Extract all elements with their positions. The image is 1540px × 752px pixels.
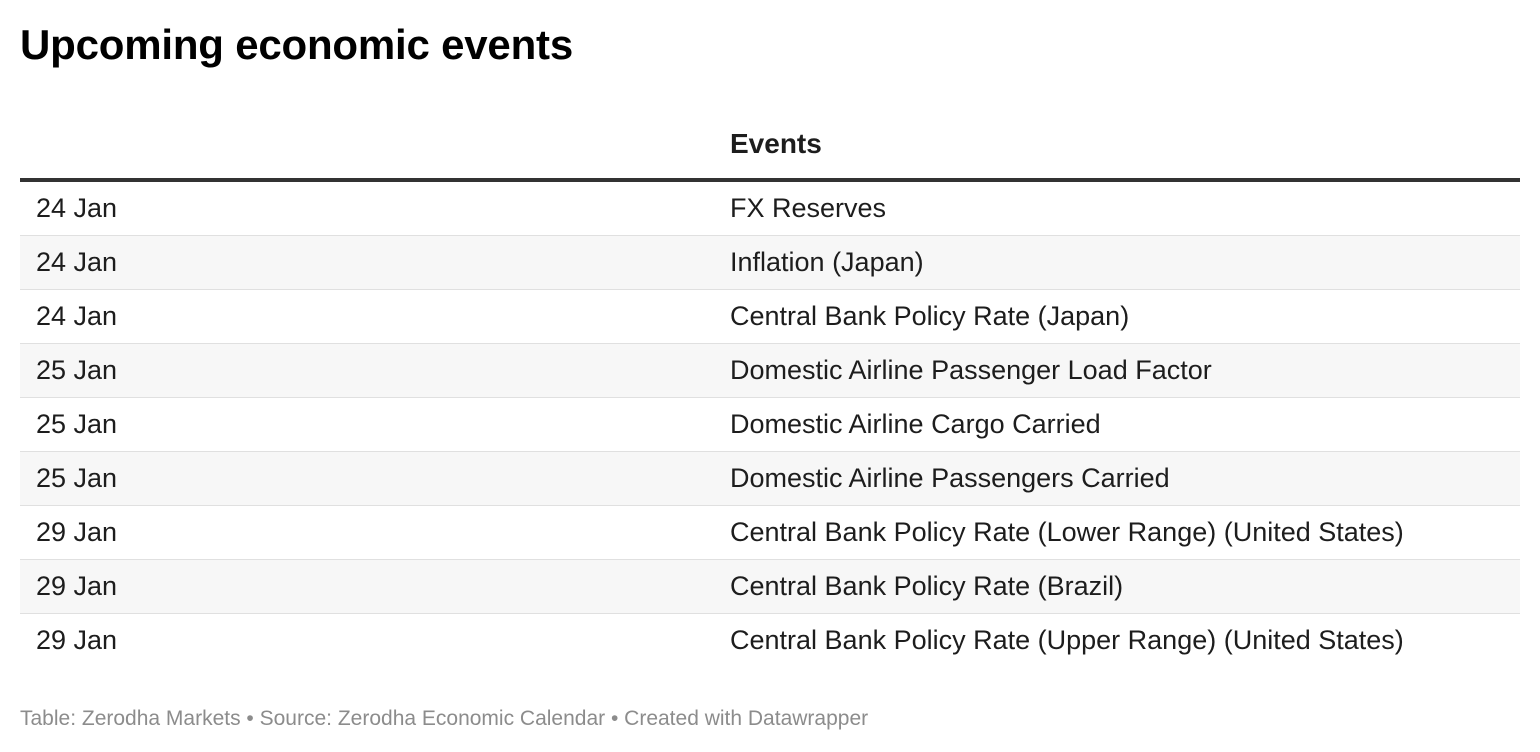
event-cell: Central Bank Policy Rate (Lower Range) (… [730,517,1404,547]
event-cell: Domestic Airline Passengers Carried [730,463,1170,493]
event-cell: FX Reserves [730,193,887,223]
event-cell: Central Bank Policy Rate (Upper Range) (… [730,625,1404,655]
table-row: 24 Jan Inflation (Japan) [20,236,1520,290]
events-table: Events 24 Jan FX Reserves 24 Jan Inflati… [20,116,1520,667]
date-cell: 24 Jan [36,301,118,331]
date-cell: 25 Jan [36,355,118,385]
event-cell: Domestic Airline Cargo Carried [730,409,1101,439]
date-cell: 24 Jan [36,193,118,223]
event-cell: Inflation (Japan) [730,247,924,277]
column-header-events: Events [730,128,822,159]
table-header: Events [20,116,1520,182]
date-cell: 25 Jan [36,409,118,439]
table-row: 25 Jan Domestic Airline Cargo Carried [20,398,1520,452]
table-row: 29 Jan Central Bank Policy Rate (Upper R… [20,614,1520,667]
date-cell: 29 Jan [36,517,118,547]
table-row: 29 Jan Central Bank Policy Rate (Brazil) [20,560,1520,614]
table-row: 25 Jan Domestic Airline Passenger Load F… [20,344,1520,398]
table-row: 24 Jan Central Bank Policy Rate (Japan) [20,290,1520,344]
date-cell: 25 Jan [36,463,118,493]
date-cell: 24 Jan [36,247,118,277]
table-row: 25 Jan Domestic Airline Passengers Carri… [20,452,1520,506]
event-cell: Central Bank Policy Rate (Japan) [730,301,1130,331]
date-cell: 29 Jan [36,571,118,601]
event-cell: Domestic Airline Passenger Load Factor [730,355,1212,385]
source-footer: Table: Zerodha Markets • Source: Zerodha… [20,707,869,730]
event-cell: Central Bank Policy Rate (Brazil) [730,571,1124,601]
table-row: 24 Jan FX Reserves [20,182,1520,236]
table-row: 29 Jan Central Bank Policy Rate (Lower R… [20,506,1520,560]
page-title: Upcoming economic events [20,21,573,68]
date-cell: 29 Jan [36,625,118,655]
